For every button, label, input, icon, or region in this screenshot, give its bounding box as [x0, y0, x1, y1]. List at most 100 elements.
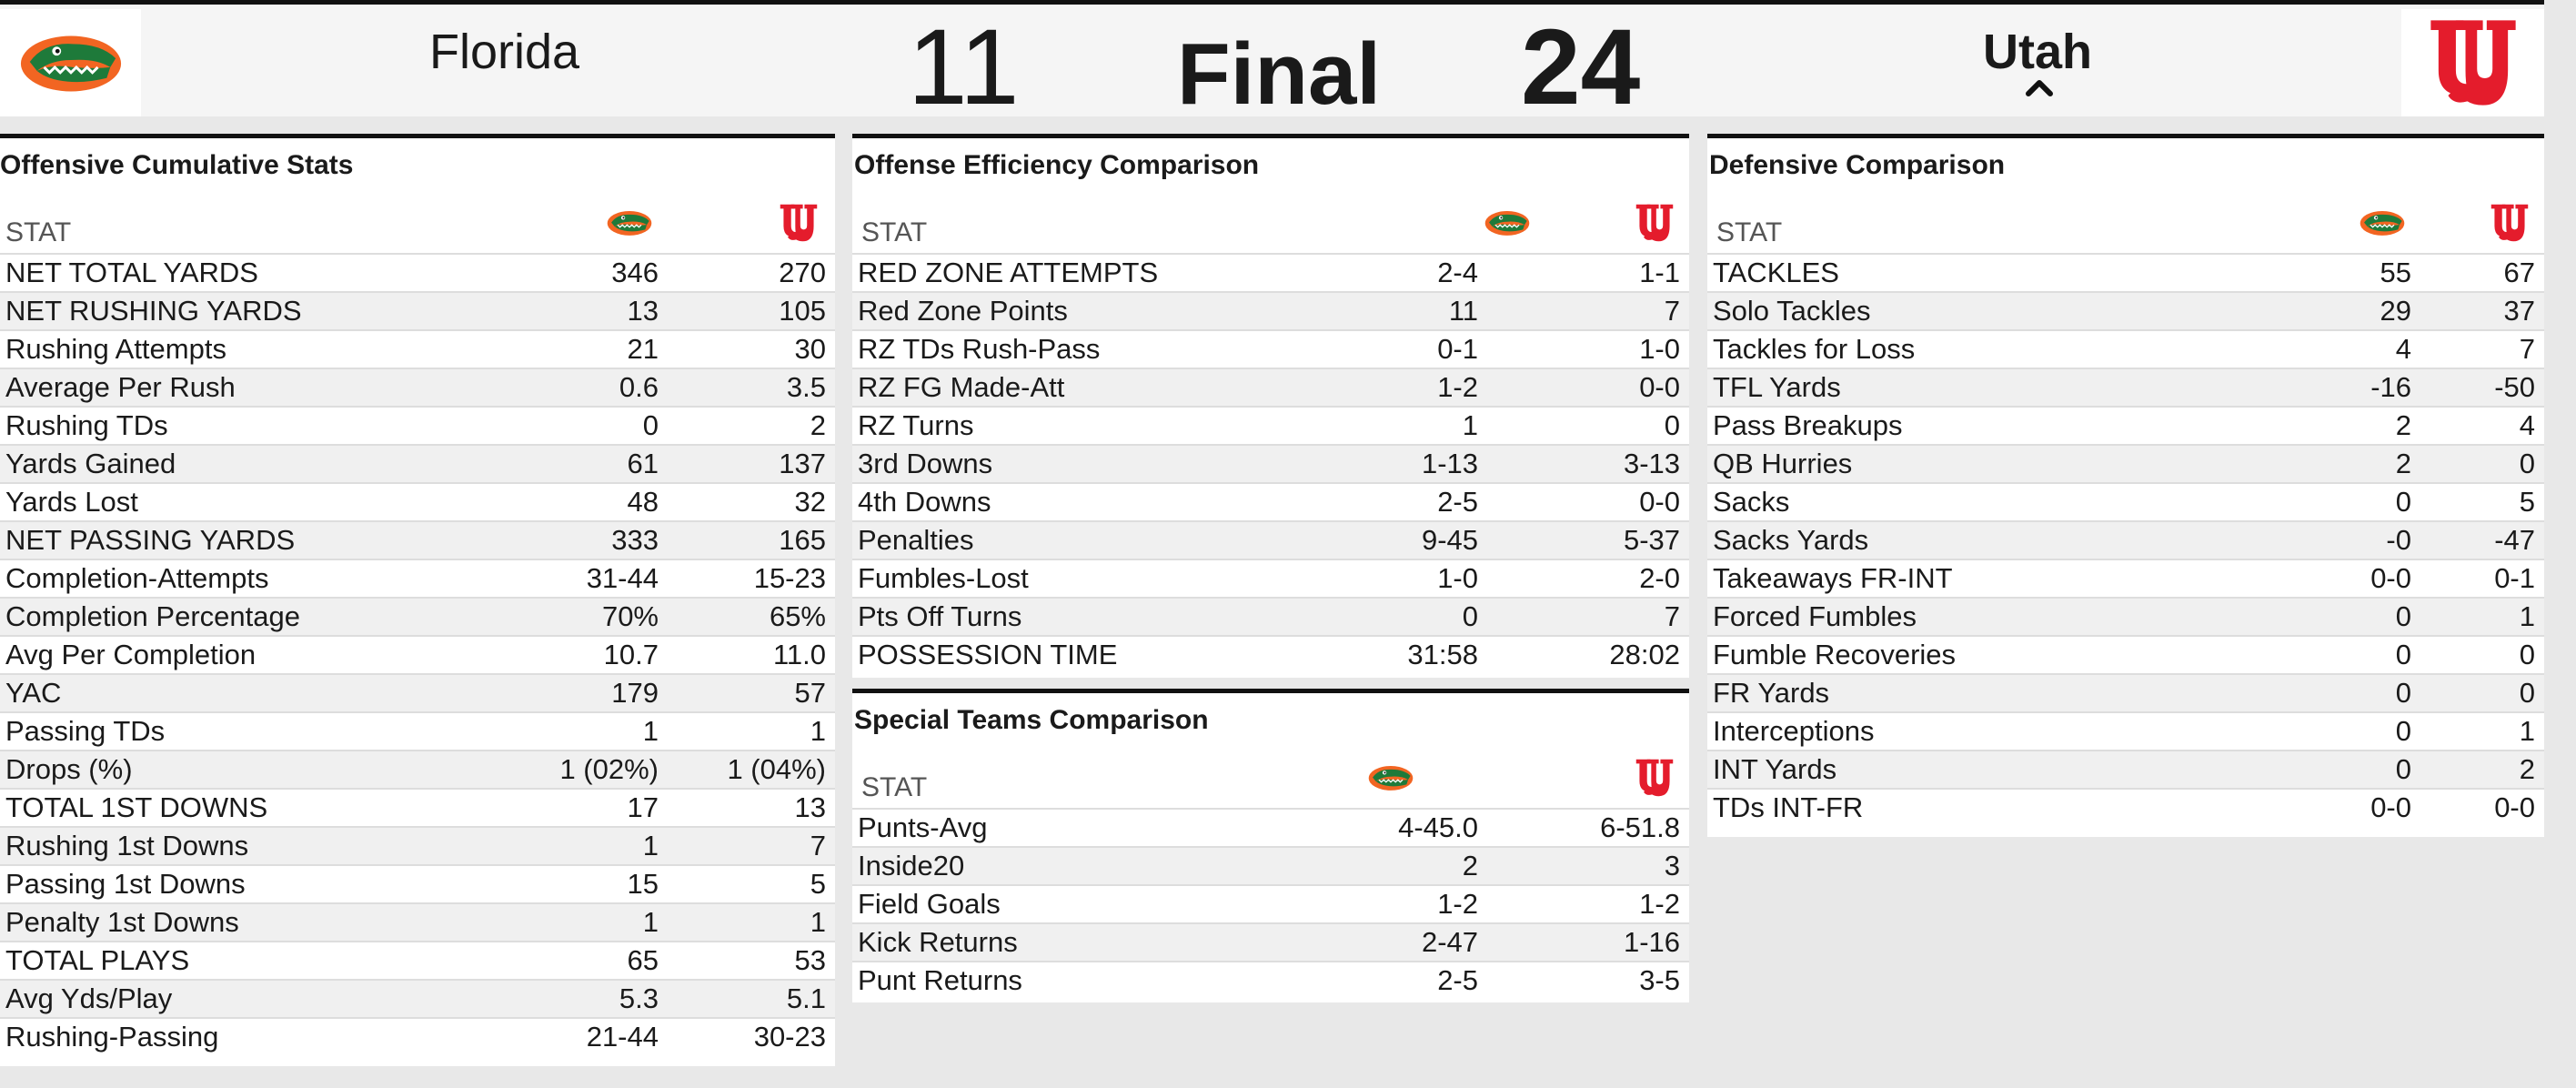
- stat-row: Rushing Attempts 21 30: [0, 329, 835, 368]
- florida-value: -16: [2370, 371, 2411, 403]
- panel-title: Offensive Cumulative Stats: [0, 150, 354, 180]
- utah-value: 7: [2519, 333, 2535, 365]
- stat-row: NET TOTAL YARDS 346 270: [0, 253, 835, 291]
- florida-value: 1 (02%): [559, 753, 659, 785]
- florida-value: 29: [2380, 295, 2411, 327]
- stat-row: Fumble Recoveries 0 0: [1707, 635, 2544, 673]
- stat-label: Pts Off Turns: [858, 600, 1022, 632]
- florida-value: 0.6: [619, 371, 659, 403]
- stat-row: Tackles for Loss 4 7: [1707, 329, 2544, 368]
- stat-label: TOTAL PLAYS: [5, 944, 190, 976]
- florida-value: 2-5: [1437, 964, 1478, 996]
- stat-label: Drops (%): [5, 753, 133, 785]
- stat-label: NET TOTAL YARDS: [5, 257, 258, 288]
- utah-value: 7: [1664, 600, 1680, 632]
- utah-value: 270: [779, 257, 826, 288]
- stat-row: Completion Percentage 70% 65%: [0, 597, 835, 635]
- utah-value: 0-0: [2494, 791, 2535, 823]
- stat-row: Penalties 9-45 5-37: [852, 520, 1689, 559]
- florida-value: -0: [2386, 524, 2411, 556]
- stat-label: Punt Returns: [858, 964, 1022, 996]
- stat-row: 3rd Downs 1-13 3-13: [852, 444, 1689, 482]
- stat-label: Yards Lost: [5, 486, 138, 518]
- stat-column-header: STAT: [861, 217, 928, 247]
- stat-row: Inside20 2 3: [852, 846, 1689, 884]
- special-teams-rows: Punts-Avg 4-45.0 6-51.8 Inside20 2 3 Field Goa…: [852, 808, 1689, 999]
- away-team-name[interactable]: Utah: [1983, 25, 2092, 79]
- stat-label: NET RUSHING YARDS: [5, 295, 302, 327]
- stat-label: Sacks: [1713, 486, 1790, 518]
- stat-row: Punt Returns 2-5 3-5: [852, 961, 1689, 999]
- stat-label: Fumbles-Lost: [858, 562, 1029, 594]
- utah-value: 11.0: [772, 639, 826, 670]
- florida-value: 48: [627, 486, 659, 518]
- away-score: 24: [1521, 7, 1641, 127]
- utah-value: 65%: [769, 600, 826, 632]
- stat-label: Field Goals: [858, 888, 1001, 920]
- florida-value: 10.7: [603, 639, 659, 670]
- utah-value: 0: [2519, 677, 2535, 709]
- stat-row: Rushing 1st Downs 1 7: [0, 826, 835, 864]
- stat-label: Passing 1st Downs: [5, 868, 246, 900]
- florida-value: 31:58: [1407, 639, 1478, 670]
- utah-value: 2: [2519, 753, 2535, 785]
- panel-title: Offense Efficiency Comparison: [854, 150, 1260, 180]
- utah-value: 5: [810, 868, 826, 900]
- utah-value: 1-16: [1623, 926, 1680, 958]
- stat-label: Passing TDs: [5, 715, 166, 747]
- florida-value: 1: [642, 715, 659, 747]
- stat-column-header: STAT: [1716, 217, 1783, 247]
- stat-label: POSSESSION TIME: [858, 639, 1118, 670]
- utah-value: 0: [2519, 448, 2535, 479]
- stat-label: NET PASSING YARDS: [5, 524, 296, 556]
- utah-value: 3-5: [1639, 964, 1680, 996]
- florida-value: 2-4: [1437, 257, 1478, 288]
- stat-label: TDs INT-FR: [1713, 791, 1864, 823]
- home-team-name[interactable]: Florida: [429, 25, 580, 79]
- stat-row: Pass Breakups 2 4: [1707, 406, 2544, 444]
- florida-value: 0: [2395, 677, 2411, 709]
- caret-up-icon[interactable]: [2023, 74, 2056, 101]
- stat-row: Red Zone Points 11 7: [852, 291, 1689, 329]
- stat-row: Sacks Yards -0 -47: [1707, 520, 2544, 559]
- utah-value: 3.5: [786, 371, 826, 403]
- stat-column-header: STAT: [5, 217, 72, 247]
- stat-label: Takeaways FR-INT: [1713, 562, 1953, 594]
- florida-value: 0: [2395, 600, 2411, 632]
- utah-value: 5: [2519, 486, 2535, 518]
- utah-value: 53: [794, 944, 826, 976]
- utah-utes-logo[interactable]: [2401, 9, 2544, 116]
- florida-value: 70%: [601, 600, 659, 632]
- utah-value: -47: [2494, 524, 2535, 556]
- florida-value: 9-45: [1421, 524, 1478, 556]
- stat-row: NET PASSING YARDS 333 165: [0, 520, 835, 559]
- stat-label: Red Zone Points: [858, 295, 1068, 327]
- stat-label: Punts-Avg: [858, 811, 988, 843]
- utah-value: 1-0: [1639, 333, 1680, 365]
- utah-value: 67: [2503, 257, 2535, 288]
- stat-row: Yards Gained 61 137: [0, 444, 835, 482]
- stat-row: POSSESSION TIME 31:58 28:02: [852, 635, 1689, 673]
- florida-value: 0: [2395, 715, 2411, 747]
- stat-label: Yards Gained: [5, 448, 176, 479]
- utah-value: 30: [794, 333, 826, 365]
- stat-label: Rushing Attempts: [5, 333, 226, 365]
- offensive-stats-rows: NET TOTAL YARDS 346 270 NET RUSHING YARDS 1 3…: [0, 253, 835, 1055]
- stat-label: Inside20: [858, 850, 965, 881]
- stat-label: FR Yards: [1713, 677, 1830, 709]
- florida-gators-logo[interactable]: [0, 9, 141, 116]
- florida-value: 333: [611, 524, 659, 556]
- panel-title: Defensive Comparison: [1709, 150, 2006, 180]
- utah-value: -50: [2494, 371, 2535, 403]
- stat-row: Passing TDs 1 1: [0, 711, 835, 750]
- defensive-rows: TACKLES 55 67 Solo Tackles 29 37 Tackles for L…: [1707, 253, 2544, 826]
- utah-value: 7: [1664, 295, 1680, 327]
- florida-value: 0: [2395, 639, 2411, 670]
- florida-value: 1: [642, 830, 659, 861]
- utah-column-logo: [1631, 202, 1678, 244]
- utah-value: 3-13: [1623, 448, 1680, 479]
- stat-row: Passing 1st Downs 15 5: [0, 864, 835, 902]
- utah-value: 3: [1664, 850, 1680, 881]
- stat-row: TOTAL 1ST DOWNS 17 13: [0, 788, 835, 826]
- florida-value: 1-2: [1437, 888, 1478, 920]
